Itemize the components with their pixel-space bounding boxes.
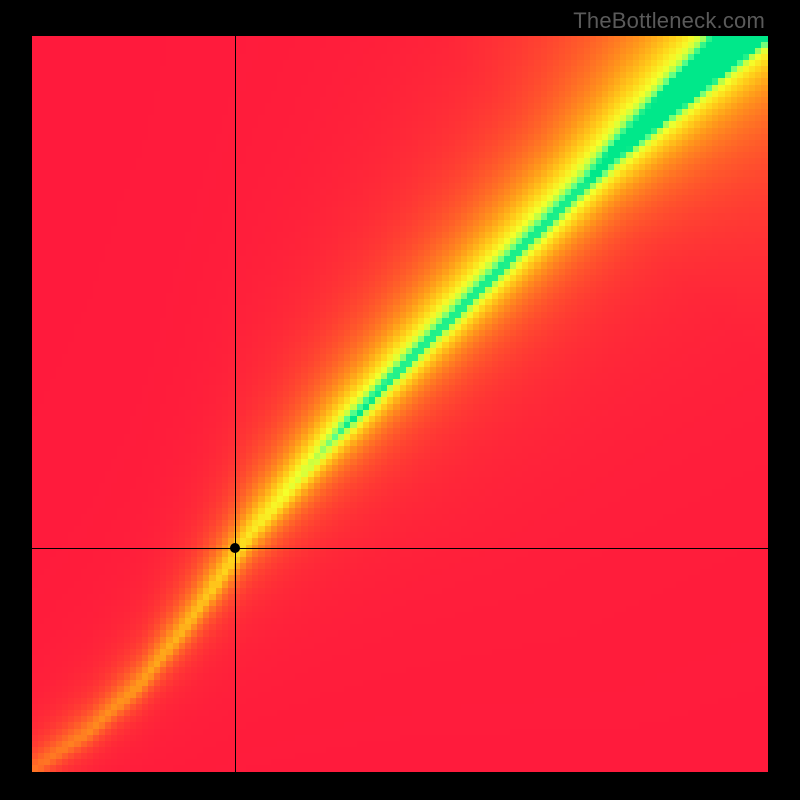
data-point-marker — [230, 543, 240, 553]
chart-container: TheBottleneck.com — [0, 0, 800, 800]
bottleneck-heatmap — [32, 36, 768, 772]
crosshair-horizontal — [32, 548, 768, 549]
watermark-text: TheBottleneck.com — [573, 8, 765, 34]
crosshair-vertical — [235, 36, 236, 772]
